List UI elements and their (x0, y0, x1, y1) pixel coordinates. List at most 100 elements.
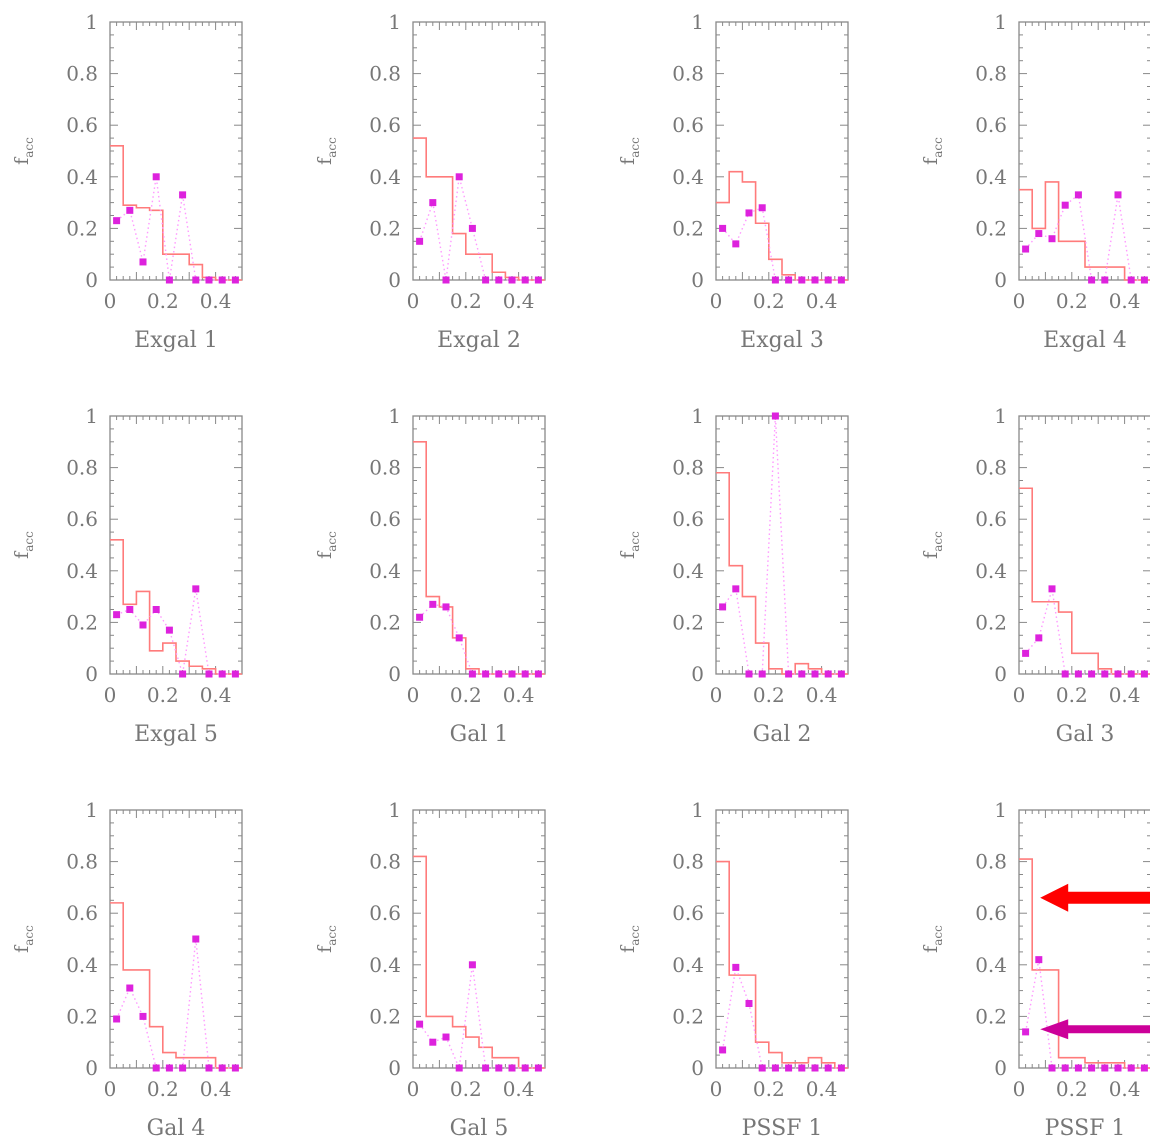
y-tick-label: 0.4 (672, 559, 704, 583)
data-point (165, 626, 173, 634)
annotation-arrow (1040, 883, 1150, 912)
data-point (455, 173, 463, 181)
subplot: 0 0.2 0.4 0.6 0.8 1 0 0.2 0.4 facc Gal 2 (617, 404, 849, 747)
y-axis-label: facc (314, 137, 339, 165)
y-tick-label: 0.2 (975, 610, 1007, 634)
data-point (429, 600, 437, 608)
data-point (798, 276, 806, 284)
data-point (785, 670, 793, 678)
y-axis-label-base: f (11, 550, 33, 559)
histogram-line (413, 137, 545, 281)
plot-frame (412, 21, 546, 281)
data-point (732, 585, 740, 593)
data-point (165, 1064, 173, 1072)
data-point (231, 276, 239, 284)
data-point (1074, 1064, 1082, 1072)
data-point (785, 276, 793, 284)
data-point (482, 1064, 490, 1072)
y-tick-label: 0.6 (66, 113, 98, 137)
subplot: 0 0.2 0.4 0.6 0.8 1 0 0.2 0.4 facc Gal 5 (314, 798, 546, 1137)
data-point (1088, 276, 1096, 284)
y-tick-label: 0 (388, 268, 401, 292)
data-point (1114, 1064, 1122, 1072)
y-tick-label: 0.4 (975, 953, 1007, 977)
histogram-line (1019, 181, 1150, 281)
subplot: 0 0.2 0.4 0.6 0.8 1 0 0.2 0.4 facc PSSF 1 (617, 798, 849, 1137)
y-axis-label-base: f (920, 156, 942, 165)
x-tick-label: 0 (407, 683, 420, 707)
histogram-line (413, 441, 545, 675)
y-axis-label: facc (314, 531, 339, 559)
data-point (758, 670, 766, 678)
panel-title: Exgal 1 (134, 328, 218, 353)
y-axis-label: facc (920, 925, 945, 953)
data-point (139, 258, 147, 266)
data-point (1035, 634, 1043, 642)
data-point (521, 1064, 529, 1072)
data-point (165, 276, 173, 284)
y-tick-label: 0.6 (369, 901, 401, 925)
data-point (482, 670, 490, 678)
y-axis-label-sub: acc (931, 137, 945, 158)
x-tick-label: 0.2 (753, 289, 785, 313)
data-point (1022, 649, 1030, 657)
y-axis-label: facc (11, 137, 36, 165)
y-axis-label-sub: acc (931, 531, 945, 552)
y-tick-label: 1 (388, 10, 401, 34)
data-point (534, 276, 542, 284)
data-point (139, 621, 147, 629)
data-point (152, 173, 160, 181)
y-axis-label-sub: acc (628, 925, 642, 946)
data-point (1088, 670, 1096, 678)
data-point (1022, 1028, 1030, 1036)
panel-title: PSSF 1 (1045, 1116, 1126, 1137)
data-point (1088, 1064, 1096, 1072)
y-tick-label: 0.6 (672, 113, 704, 137)
data-point (1061, 201, 1069, 209)
y-tick-label: 1 (994, 404, 1007, 428)
y-tick-label: 0.8 (66, 62, 98, 86)
y-tick-label: 0.8 (975, 456, 1007, 480)
y-tick-label: 0.2 (66, 610, 98, 634)
data-point (442, 276, 450, 284)
data-point (468, 670, 476, 678)
y-tick-label: 0 (691, 268, 704, 292)
y-tick-label: 0 (691, 662, 704, 686)
x-tick-label: 0.4 (1109, 289, 1141, 313)
data-point (824, 1064, 832, 1072)
y-tick-label: 0.2 (369, 216, 401, 240)
data-point (1022, 245, 1030, 253)
plot-frame (109, 809, 243, 1069)
y-axis-label-base: f (920, 944, 942, 953)
panel-title: Exgal 2 (437, 328, 521, 353)
y-axis-label-sub: acc (325, 137, 339, 158)
data-point (231, 670, 239, 678)
x-tick-label: 0.4 (503, 1077, 535, 1101)
y-axis-label: facc (920, 531, 945, 559)
x-tick-label: 0.4 (806, 1077, 838, 1101)
y-tick-label: 0.4 (66, 165, 98, 189)
y-axis-label: facc (314, 925, 339, 953)
data-point (811, 276, 819, 284)
data-point (205, 670, 213, 678)
y-tick-label: 0.6 (975, 507, 1007, 531)
panel-title: Gal 2 (753, 722, 812, 747)
subplot: 0 0.2 0.4 0.6 0.8 1 0 0.2 0.4 facc Gal 3 (920, 404, 1150, 747)
data-point (1061, 1064, 1069, 1072)
data-point (205, 276, 213, 284)
data-point (179, 1064, 187, 1072)
dotted-line (419, 964, 539, 1071)
x-tick-label: 0.4 (806, 683, 838, 707)
data-point (152, 606, 160, 613)
x-tick-label: 0 (710, 289, 723, 313)
y-axis-label-sub: acc (931, 925, 945, 946)
y-tick-label: 0.6 (975, 113, 1007, 137)
y-axis-label-base: f (314, 550, 336, 559)
y-axis-label-sub: acc (628, 137, 642, 158)
histogram-line (716, 860, 848, 1069)
y-tick-label: 1 (691, 798, 704, 822)
data-point (508, 670, 516, 678)
y-tick-label: 0.4 (66, 559, 98, 583)
data-point (218, 1064, 226, 1072)
y-tick-label: 0.4 (672, 165, 704, 189)
